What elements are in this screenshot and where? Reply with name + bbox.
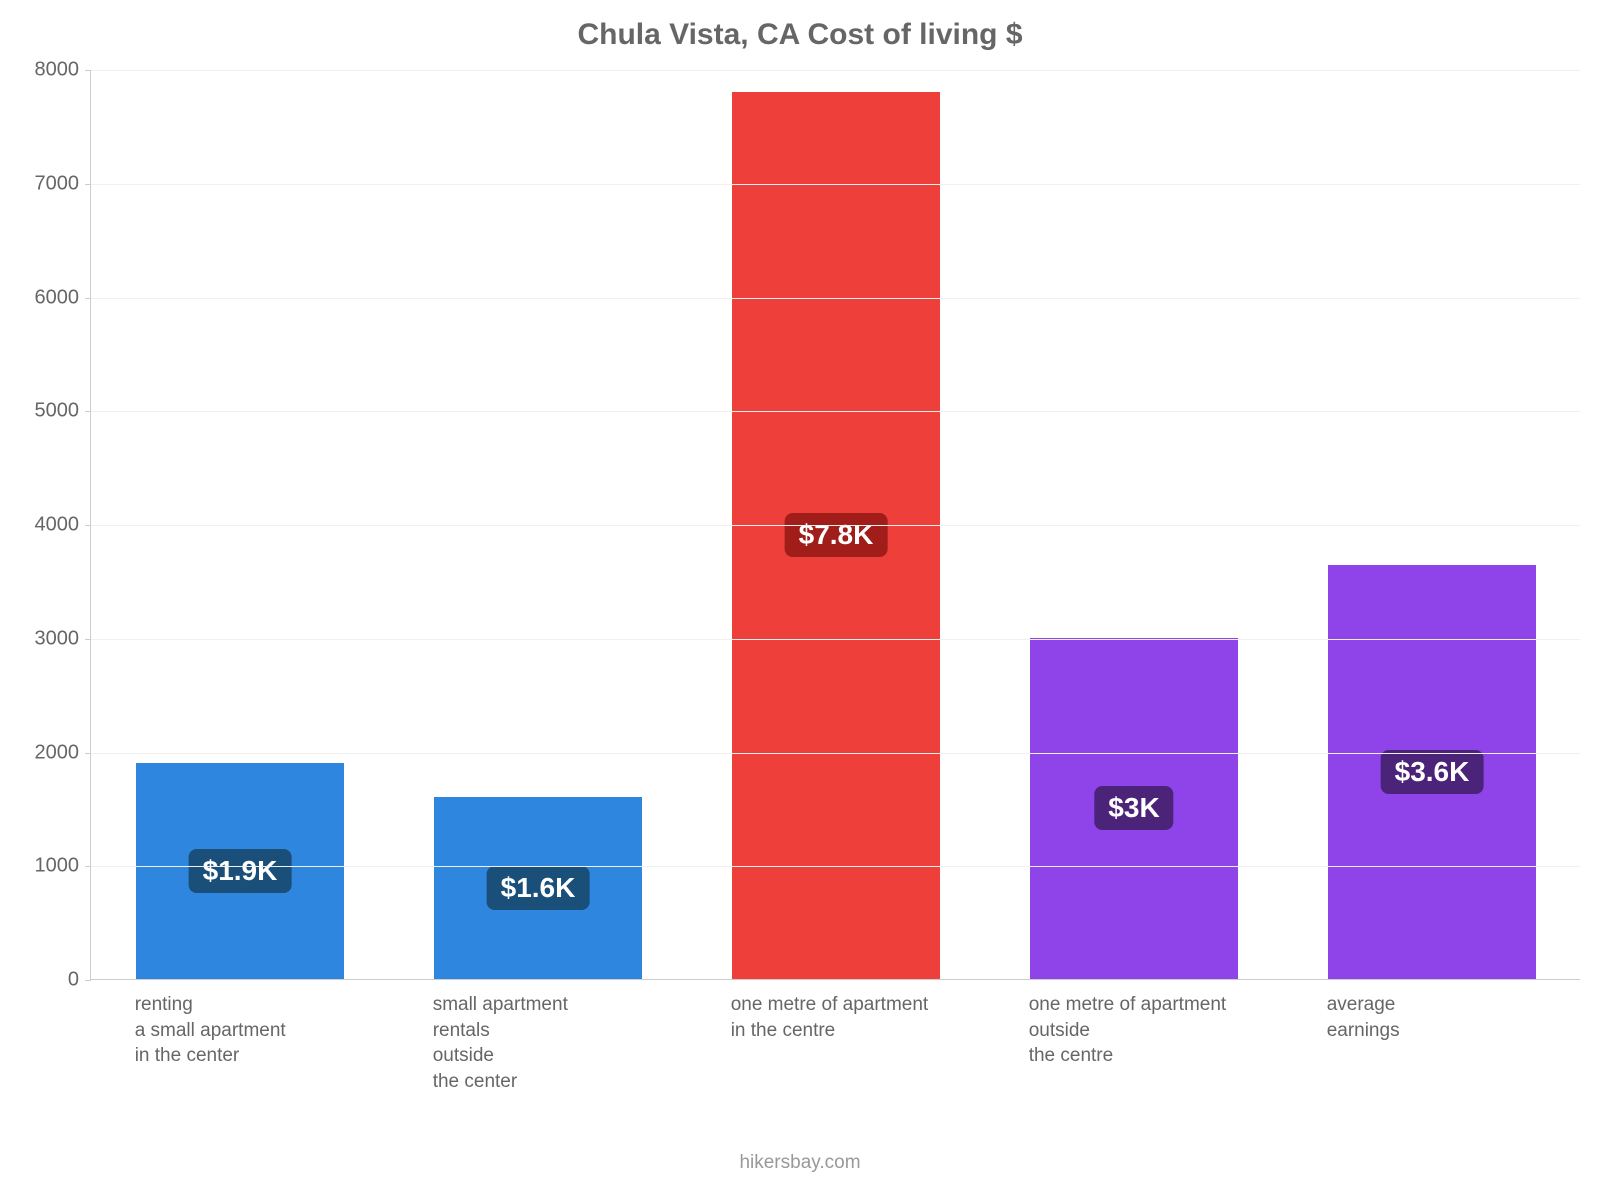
grid-line xyxy=(91,753,1580,754)
x-axis-label: small apartment rentals outside the cent… xyxy=(433,992,642,1095)
grid-line xyxy=(91,70,1580,71)
x-axis-label: average earnings xyxy=(1327,992,1536,1043)
bar-value-badge: $1.9K xyxy=(189,849,292,893)
grid-line xyxy=(91,298,1580,299)
chart-container: Chula Vista, CA Cost of living $ $1.9K $1… xyxy=(0,0,1600,1200)
y-tick-label: 4000 xyxy=(35,514,92,537)
y-tick-label: 5000 xyxy=(35,400,92,423)
grid-line xyxy=(91,525,1580,526)
chart-title: Chula Vista, CA Cost of living $ xyxy=(0,18,1600,52)
y-tick-label: 1000 xyxy=(35,855,92,878)
y-tick-label: 6000 xyxy=(35,286,92,309)
y-tick-label: 7000 xyxy=(35,172,92,195)
bar: $3K xyxy=(1030,638,1239,979)
y-tick-label: 3000 xyxy=(35,627,92,650)
grid-line xyxy=(91,866,1580,867)
bar: $1.9K xyxy=(136,763,345,979)
grid-line xyxy=(91,184,1580,185)
y-tick-label: 0 xyxy=(68,969,91,992)
x-axis-label: renting a small apartment in the center xyxy=(135,992,344,1069)
bar: $1.6K xyxy=(434,797,643,979)
x-axis-label: one metre of apartment in the centre xyxy=(731,992,940,1043)
plot-area: $1.9K$1.6K$7.8K$3K$3.6K 0100020003000400… xyxy=(90,70,1580,980)
y-tick-label: 2000 xyxy=(35,741,92,764)
bar-value-badge: $1.6K xyxy=(487,866,590,910)
y-tick-label: 8000 xyxy=(35,59,92,82)
grid-line xyxy=(91,639,1580,640)
bar-value-badge: $3.6K xyxy=(1381,750,1484,794)
grid-line xyxy=(91,411,1580,412)
bar-value-badge: $3K xyxy=(1094,786,1173,830)
chart-footer: hikersbay.com xyxy=(0,1152,1600,1174)
bar: $7.8K xyxy=(732,92,941,979)
x-axis-label: one metre of apartment outside the centr… xyxy=(1029,992,1238,1069)
bar: $3.6K xyxy=(1328,565,1537,979)
bar-value-badge: $7.8K xyxy=(785,513,888,557)
